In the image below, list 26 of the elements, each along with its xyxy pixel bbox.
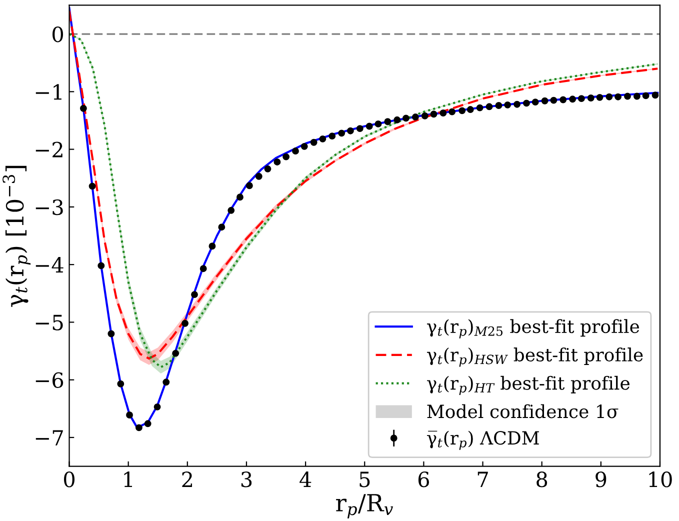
y-tick-label: −5 — [36, 314, 63, 330]
y-tick-label: −1 — [36, 84, 62, 100]
x-tick-label: 0 — [64, 472, 74, 488]
x-tick-label: 9 — [596, 472, 606, 488]
x-axis-title: r$_{p}$/R$_{v}$ — [336, 494, 394, 518]
y-tick-label: −6 — [36, 372, 64, 388]
x-tick-label: 7 — [478, 472, 488, 487]
x-tick-label: 8 — [536, 472, 548, 488]
x-tick-label: 6 — [418, 472, 430, 488]
y-tick-label: 0 — [52, 26, 64, 42]
x-tick-label: 10 — [649, 472, 672, 488]
x-tick-label: 3 — [241, 472, 252, 488]
x-tick-label: 1 — [124, 472, 132, 487]
x-tick-label: 5 — [360, 472, 370, 488]
x-tick-label: 2 — [182, 472, 192, 487]
y-axis-title: γ$_{t}$(r$_{p}$) [10$^{−3}$] — [2, 166, 31, 307]
legend-label: γ$_{t}$(r$_{p}$)$_{HT}$ best-fit profile — [427, 376, 630, 396]
x-tick-label: 4 — [300, 472, 312, 487]
legend-label: Model confidence 1σ — [427, 404, 618, 418]
legend-label: γ̅$_{t}$(r$_{p}$) ΛCDM — [427, 430, 539, 450]
y-tick-label: −7 — [36, 430, 63, 446]
y-tick-label: −3 — [36, 199, 63, 216]
legend-label: γ$_{t}$(r$_{p}$)$_{HSW}$ best-fit profile — [427, 348, 643, 367]
y-tick-label: −4 — [36, 257, 64, 272]
legend-label: γ$_{t}$(r$_{p}$)$_{M25}$ best-fit profile — [427, 319, 640, 338]
y-tick-label: −2 — [36, 142, 62, 158]
